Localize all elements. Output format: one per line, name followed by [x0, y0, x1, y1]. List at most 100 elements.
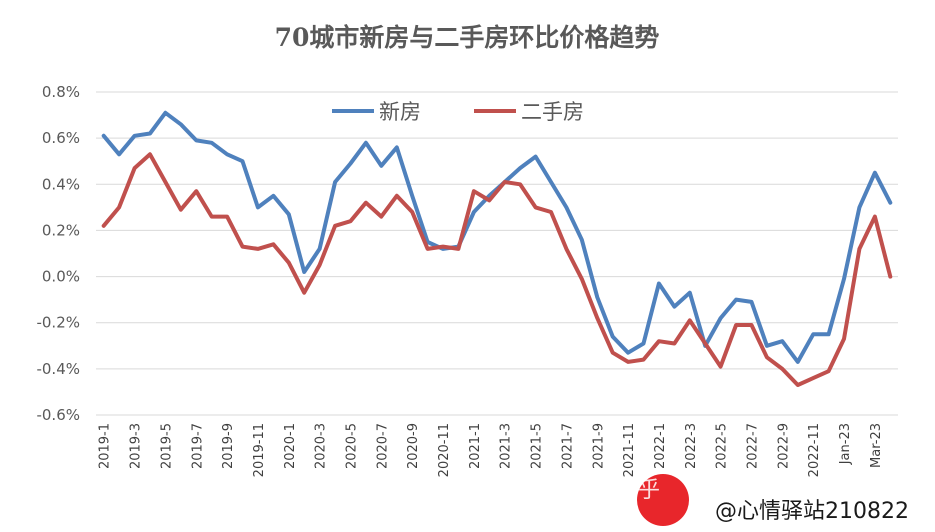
data-point	[842, 337, 846, 341]
x-tick-label: 2021-1	[468, 423, 483, 469]
data-point	[287, 212, 291, 216]
data-point	[256, 205, 260, 209]
data-point	[225, 215, 229, 219]
data-point	[672, 342, 676, 346]
data-point	[503, 180, 507, 184]
watermark: 知乎 @心情驿站210822 @心情驿站210822	[616, 474, 909, 526]
data-point	[765, 344, 769, 348]
data-point	[472, 210, 476, 214]
data-point	[179, 122, 183, 126]
data-point	[796, 360, 800, 364]
data-point	[210, 215, 214, 219]
data-point	[179, 208, 183, 212]
x-tick-label: 2019-5	[159, 423, 174, 469]
data-point	[642, 358, 646, 362]
x-tick-label: 2020-7	[375, 423, 390, 469]
legend-label-new-homes: 新房	[379, 100, 421, 124]
data-point	[318, 247, 322, 251]
data-point	[549, 180, 553, 184]
data-point	[117, 205, 121, 209]
x-tick-label: 2020-3	[314, 423, 329, 469]
data-point	[364, 201, 368, 205]
data-point	[873, 171, 877, 175]
data-point	[564, 205, 568, 209]
data-point	[194, 189, 198, 193]
data-point	[811, 332, 815, 336]
data-point	[148, 132, 152, 136]
data-point	[395, 194, 399, 198]
y-tick-label: 0.2%	[42, 221, 80, 239]
chart-title: 70城市新房与二手房环比价格趋势	[275, 23, 660, 52]
data-point	[518, 166, 522, 170]
x-tick-label: 2022-7	[745, 423, 760, 469]
data-point	[534, 205, 538, 209]
data-point	[888, 275, 892, 279]
x-tick-label: 2021-11	[622, 423, 637, 477]
data-point	[780, 339, 784, 343]
x-axis-ticks: 2019-1 2019-3 2019-5 2019-7 2019-9 2019-11 202…	[98, 423, 884, 477]
data-point	[750, 323, 754, 327]
data-point	[287, 261, 291, 265]
data-point	[657, 282, 661, 286]
data-point	[379, 215, 383, 219]
data-point	[163, 111, 167, 115]
legend-label-resale-homes: 二手房	[521, 100, 584, 124]
y-axis-ticks: -0.6% -0.4% -0.2% 0.0% 0.2% 0.4% 0.6% 0.8%	[36, 83, 80, 424]
data-point	[811, 376, 815, 380]
x-tick-label: 2019-1	[98, 423, 113, 469]
data-point	[133, 166, 137, 170]
data-point	[225, 152, 229, 156]
x-tick-label: 2020-9	[406, 423, 421, 469]
x-tick-label: 2022-3	[684, 423, 699, 469]
data-point	[472, 189, 476, 193]
data-point	[857, 205, 861, 209]
data-point	[780, 367, 784, 371]
x-tick-label: 2022-5	[715, 423, 730, 469]
data-point	[672, 305, 676, 309]
legend: 新房 二手房	[332, 100, 584, 124]
data-point	[210, 141, 214, 145]
watermark-handle-shadow: @心情驿站210822	[691, 478, 885, 503]
y-tick-label: -0.2%	[36, 314, 80, 332]
data-point	[241, 159, 245, 163]
x-tick-label: 2020-1	[283, 423, 298, 469]
data-point	[318, 263, 322, 267]
x-tick-label: 2021-3	[499, 423, 514, 469]
data-point	[688, 318, 692, 322]
series-line-resale-homes	[101, 152, 893, 387]
y-tick-label: -0.4%	[36, 360, 80, 378]
y-tick-label: -0.6%	[36, 406, 80, 424]
x-tick-label: 2021-5	[530, 423, 545, 469]
data-point	[595, 316, 599, 320]
data-point	[734, 298, 738, 302]
data-point	[410, 194, 414, 198]
data-point	[827, 332, 831, 336]
x-tick-label: Jan-23	[838, 423, 853, 465]
data-point	[688, 291, 692, 295]
data-point	[410, 210, 414, 214]
data-point	[148, 152, 152, 156]
data-point	[626, 360, 630, 364]
x-tick-label: 2021-9	[591, 423, 606, 469]
watermark-platform: 知乎	[616, 478, 660, 503]
data-point	[564, 247, 568, 251]
data-point	[194, 138, 198, 142]
x-tick-label: 2022-9	[776, 423, 791, 469]
y-tick-label: 0.4%	[42, 175, 80, 193]
data-point	[302, 270, 306, 274]
data-point	[719, 365, 723, 369]
data-point	[626, 351, 630, 355]
data-point	[750, 300, 754, 304]
data-point	[395, 145, 399, 149]
data-point	[611, 351, 615, 355]
data-point	[611, 335, 615, 339]
data-point	[102, 224, 106, 228]
data-point	[873, 215, 877, 219]
data-point	[595, 295, 599, 299]
data-point	[580, 277, 584, 281]
x-tick-label: Mar-23	[869, 423, 884, 468]
data-point	[133, 134, 137, 138]
data-point	[487, 198, 491, 202]
data-point	[719, 316, 723, 320]
